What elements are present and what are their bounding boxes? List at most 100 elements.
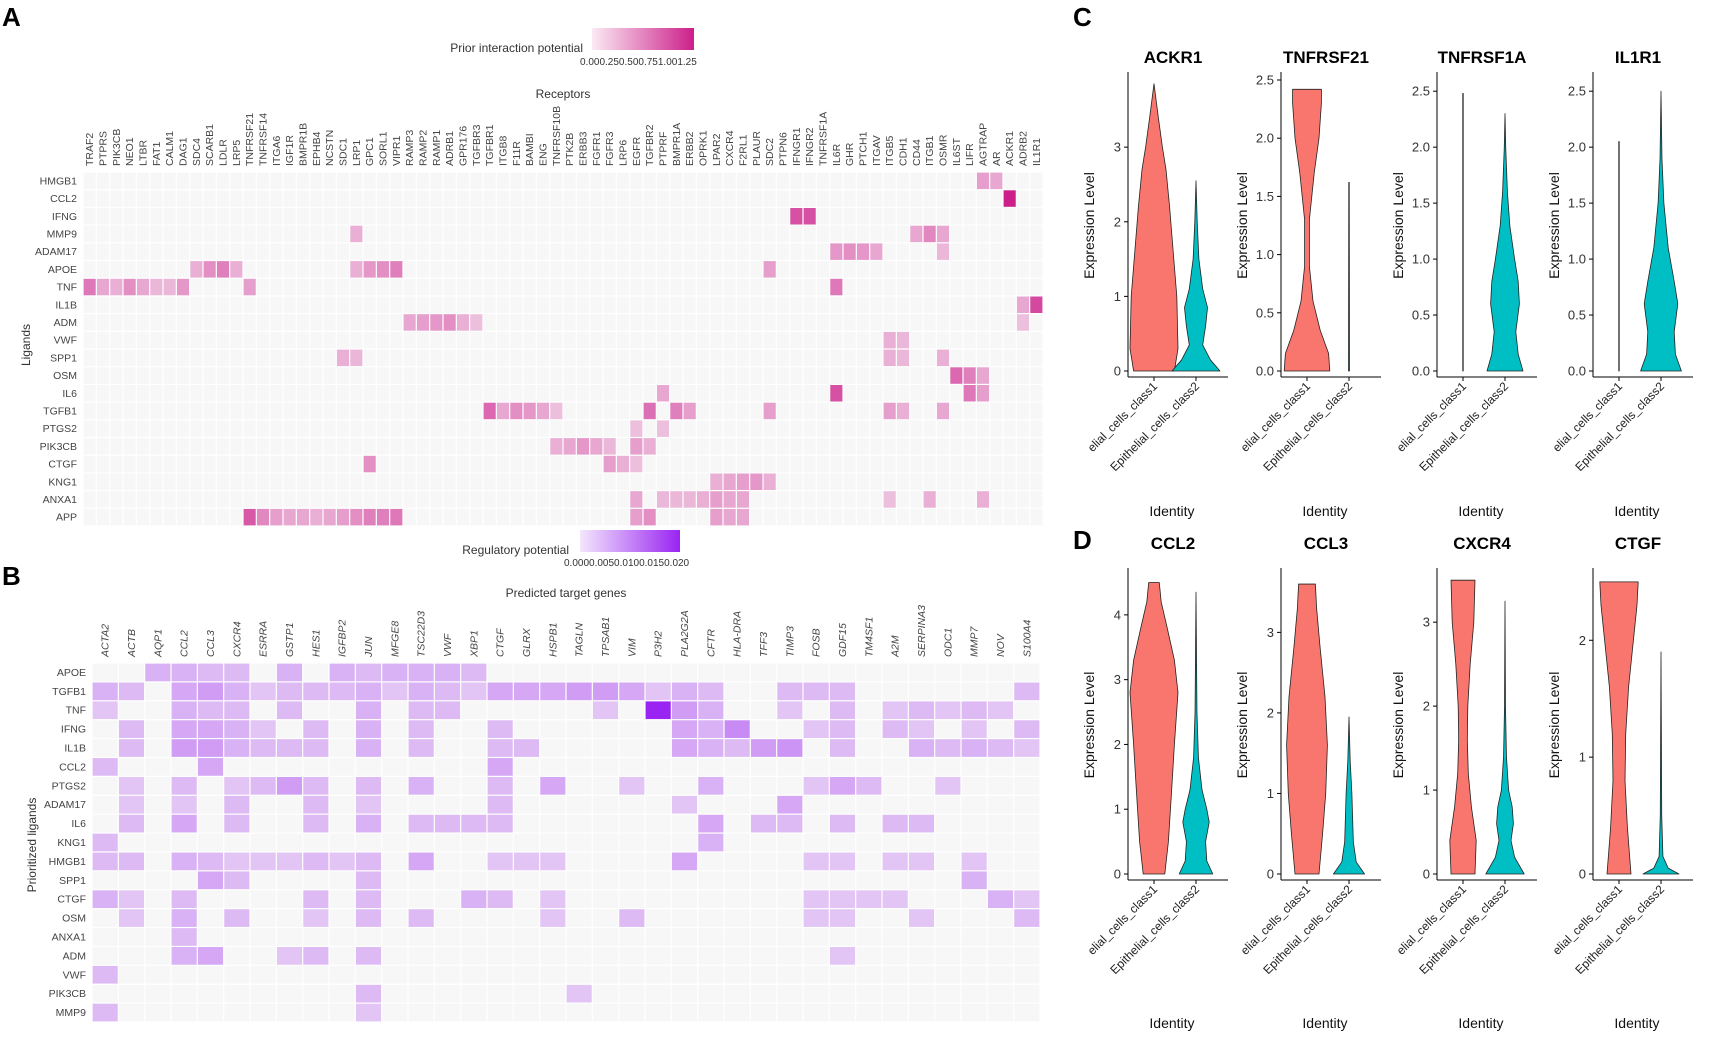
heatmap-cell <box>256 491 270 508</box>
heatmap-cell <box>592 739 619 757</box>
heatmap-cell <box>590 208 603 225</box>
heatmap-cell <box>355 720 382 738</box>
heatmap-cell <box>563 491 576 508</box>
heatmap-cell <box>723 367 736 384</box>
heatmap-cell <box>283 208 296 225</box>
heatmap-cell <box>296 296 310 313</box>
heatmap-cell <box>283 278 296 296</box>
violin-class2 <box>1486 113 1524 372</box>
heatmap-cell <box>670 225 683 243</box>
column-label: GPR176 <box>458 126 470 166</box>
heatmap-cell <box>190 420 203 437</box>
heatmap-cell <box>763 278 776 296</box>
heatmap-cell <box>510 190 523 207</box>
heatmap-cell <box>416 491 430 508</box>
heatmap-cell <box>540 928 566 946</box>
heatmap-cell <box>382 890 408 909</box>
heatmap-cell <box>976 314 990 331</box>
heatmap-cell <box>136 349 150 367</box>
heatmap-cell <box>1003 420 1016 437</box>
heatmap-cell <box>176 402 190 420</box>
heatmap-cell <box>408 720 434 738</box>
heatmap-cell <box>961 984 987 1003</box>
violin-title: ACKR1 <box>1144 48 1203 67</box>
heatmap-cell <box>990 278 1003 296</box>
heatmap-cell <box>724 965 750 984</box>
heatmap-cell <box>592 776 619 795</box>
heatmap-cell <box>696 349 710 367</box>
column-label: BMPR1A <box>671 123 683 166</box>
heatmap-cell <box>883 473 896 490</box>
heatmap-cell <box>1003 491 1016 508</box>
heatmap-cell <box>698 814 724 833</box>
heatmap-cell <box>408 1003 434 1022</box>
heatmap-cell <box>950 331 963 349</box>
heatmap-cell <box>896 420 910 437</box>
heatmap-cell <box>643 314 656 331</box>
heatmap-cell <box>276 1003 303 1022</box>
heatmap-cell <box>483 420 496 437</box>
heatmap-cell <box>224 928 250 946</box>
heatmap-cell <box>776 438 790 455</box>
column-label: TGFBR2 <box>644 124 656 166</box>
heatmap-cell <box>870 402 883 420</box>
heatmap-cell <box>171 890 197 909</box>
heatmap-cell <box>163 243 176 260</box>
column-label: PTCH1 <box>858 131 870 166</box>
heatmap-cell <box>908 1003 935 1022</box>
heatmap-cell <box>803 172 816 190</box>
heatmap-cell <box>430 331 443 349</box>
x-tick-label: elial_cells_class1 <box>1238 882 1314 958</box>
heatmap-cell <box>990 225 1003 243</box>
heatmap-cell <box>830 331 843 349</box>
heatmap-cell <box>723 190 736 207</box>
heatmap-cell <box>963 225 976 243</box>
heatmap-cell <box>643 225 656 243</box>
heatmap-cell <box>883 190 896 207</box>
row-label: IFNG <box>52 211 77 223</box>
heatmap-cell <box>961 890 987 909</box>
heatmap-cell <box>136 455 150 473</box>
heatmap-cell <box>523 278 536 296</box>
heatmap-cell <box>563 367 576 384</box>
heatmap-cell <box>540 890 566 909</box>
heatmap-cell <box>461 814 487 833</box>
heatmap-cell <box>270 225 283 243</box>
heatmap-cell <box>1003 473 1016 490</box>
heatmap-cell <box>136 278 150 296</box>
heatmap-cell <box>1016 190 1030 207</box>
heatmap-cell <box>763 190 776 207</box>
heatmap-cell <box>803 663 829 682</box>
heatmap-cell <box>856 385 870 402</box>
heatmap-cell <box>536 473 550 490</box>
heatmap-cell <box>1014 890 1040 909</box>
row-label: IL6 <box>62 388 77 400</box>
column-label: TM4SF1 <box>863 617 875 657</box>
heatmap-cell <box>163 367 176 384</box>
heatmap-cell <box>256 473 270 490</box>
heatmap-cell <box>323 331 336 349</box>
y-axis-label: Expression Level <box>1390 672 1406 779</box>
row-label: KNG1 <box>48 476 77 488</box>
heatmap-cell <box>376 349 390 367</box>
heatmap-cell <box>483 473 496 490</box>
column-label: GHR <box>844 142 856 166</box>
heatmap-cell <box>203 367 216 384</box>
heatmap-cell <box>910 367 923 384</box>
heatmap-cell <box>510 385 523 402</box>
row-label: PIK3CB <box>49 988 86 1000</box>
heatmap-cell <box>777 871 803 890</box>
heatmap-cell <box>224 701 250 720</box>
heatmap-cell <box>643 438 656 455</box>
heatmap-cell <box>592 852 619 871</box>
heatmap-cell <box>829 890 856 909</box>
heatmap-cell <box>250 928 276 946</box>
heatmap-cell <box>276 814 303 833</box>
heatmap-cell <box>483 261 496 278</box>
heatmap-cell <box>270 331 283 349</box>
heatmap-cell <box>790 402 803 420</box>
heatmap-cell <box>536 402 550 420</box>
heatmap-cell <box>150 190 163 207</box>
heatmap-cell <box>434 852 461 871</box>
heatmap-cell <box>540 984 566 1003</box>
